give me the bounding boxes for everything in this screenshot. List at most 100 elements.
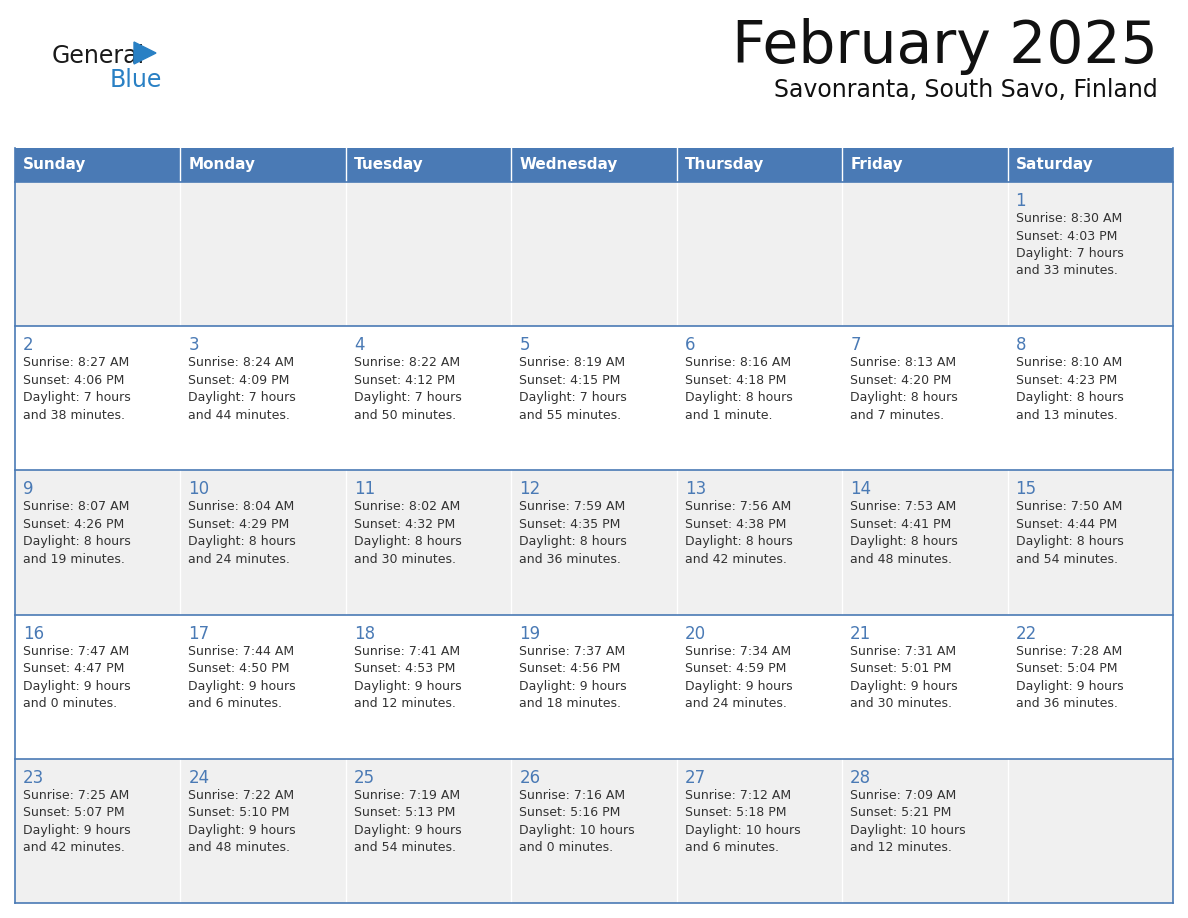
Bar xyxy=(1007,759,1173,903)
Text: Sunrise: 7:59 AM
Sunset: 4:35 PM
Daylight: 8 hours
and 36 minutes.: Sunrise: 7:59 AM Sunset: 4:35 PM Dayligh… xyxy=(519,500,627,565)
Text: Sunrise: 8:27 AM
Sunset: 4:06 PM
Daylight: 7 hours
and 38 minutes.: Sunrise: 8:27 AM Sunset: 4:06 PM Dayligh… xyxy=(23,356,131,421)
Bar xyxy=(842,182,1007,326)
Bar xyxy=(1007,326,1173,470)
Text: Sunrise: 7:44 AM
Sunset: 4:50 PM
Daylight: 9 hours
and 6 minutes.: Sunrise: 7:44 AM Sunset: 4:50 PM Dayligh… xyxy=(189,644,296,711)
Bar xyxy=(677,148,842,182)
Bar xyxy=(346,148,511,182)
Text: Blue: Blue xyxy=(110,68,163,92)
Text: Sunrise: 8:02 AM
Sunset: 4:32 PM
Daylight: 8 hours
and 30 minutes.: Sunrise: 8:02 AM Sunset: 4:32 PM Dayligh… xyxy=(354,500,462,565)
Text: 14: 14 xyxy=(851,480,871,498)
Bar xyxy=(15,326,181,470)
Text: Sunrise: 7:56 AM
Sunset: 4:38 PM
Daylight: 8 hours
and 42 minutes.: Sunrise: 7:56 AM Sunset: 4:38 PM Dayligh… xyxy=(684,500,792,565)
Text: 26: 26 xyxy=(519,768,541,787)
Bar xyxy=(15,470,181,614)
Bar xyxy=(181,326,346,470)
Bar xyxy=(842,326,1007,470)
Bar xyxy=(15,182,181,326)
Bar xyxy=(15,759,181,903)
Bar xyxy=(181,759,346,903)
Bar xyxy=(181,182,346,326)
Text: Tuesday: Tuesday xyxy=(354,158,424,173)
Text: 11: 11 xyxy=(354,480,375,498)
Bar xyxy=(1007,470,1173,614)
Bar xyxy=(15,614,181,759)
Text: Sunrise: 7:12 AM
Sunset: 5:18 PM
Daylight: 10 hours
and 6 minutes.: Sunrise: 7:12 AM Sunset: 5:18 PM Dayligh… xyxy=(684,789,801,855)
Text: Sunrise: 8:19 AM
Sunset: 4:15 PM
Daylight: 7 hours
and 55 minutes.: Sunrise: 8:19 AM Sunset: 4:15 PM Dayligh… xyxy=(519,356,627,421)
Bar xyxy=(511,326,677,470)
Text: Sunrise: 7:34 AM
Sunset: 4:59 PM
Daylight: 9 hours
and 24 minutes.: Sunrise: 7:34 AM Sunset: 4:59 PM Dayligh… xyxy=(684,644,792,711)
Bar xyxy=(511,470,677,614)
Text: Sunrise: 7:53 AM
Sunset: 4:41 PM
Daylight: 8 hours
and 48 minutes.: Sunrise: 7:53 AM Sunset: 4:41 PM Dayligh… xyxy=(851,500,958,565)
Text: Sunrise: 8:13 AM
Sunset: 4:20 PM
Daylight: 8 hours
and 7 minutes.: Sunrise: 8:13 AM Sunset: 4:20 PM Dayligh… xyxy=(851,356,958,421)
Text: 7: 7 xyxy=(851,336,860,354)
Bar xyxy=(511,148,677,182)
Text: Sunrise: 7:47 AM
Sunset: 4:47 PM
Daylight: 9 hours
and 0 minutes.: Sunrise: 7:47 AM Sunset: 4:47 PM Dayligh… xyxy=(23,644,131,711)
Bar xyxy=(842,148,1007,182)
Text: Sunrise: 8:10 AM
Sunset: 4:23 PM
Daylight: 8 hours
and 13 minutes.: Sunrise: 8:10 AM Sunset: 4:23 PM Dayligh… xyxy=(1016,356,1124,421)
Text: Saturday: Saturday xyxy=(1016,158,1093,173)
Text: Savonranta, South Savo, Finland: Savonranta, South Savo, Finland xyxy=(775,78,1158,102)
Text: 4: 4 xyxy=(354,336,365,354)
Text: Sunrise: 8:07 AM
Sunset: 4:26 PM
Daylight: 8 hours
and 19 minutes.: Sunrise: 8:07 AM Sunset: 4:26 PM Dayligh… xyxy=(23,500,131,565)
Text: February 2025: February 2025 xyxy=(732,18,1158,75)
Text: Sunrise: 7:22 AM
Sunset: 5:10 PM
Daylight: 9 hours
and 48 minutes.: Sunrise: 7:22 AM Sunset: 5:10 PM Dayligh… xyxy=(189,789,296,855)
Text: 16: 16 xyxy=(23,624,44,643)
Text: 21: 21 xyxy=(851,624,871,643)
Bar xyxy=(677,326,842,470)
Bar xyxy=(346,470,511,614)
Bar xyxy=(346,759,511,903)
Text: 6: 6 xyxy=(684,336,695,354)
Text: 8: 8 xyxy=(1016,336,1026,354)
Bar xyxy=(346,182,511,326)
Text: 22: 22 xyxy=(1016,624,1037,643)
Text: 12: 12 xyxy=(519,480,541,498)
Text: Sunrise: 7:31 AM
Sunset: 5:01 PM
Daylight: 9 hours
and 30 minutes.: Sunrise: 7:31 AM Sunset: 5:01 PM Dayligh… xyxy=(851,644,958,711)
Bar xyxy=(842,614,1007,759)
Bar xyxy=(15,148,181,182)
Text: 17: 17 xyxy=(189,624,209,643)
Text: 3: 3 xyxy=(189,336,200,354)
Text: 28: 28 xyxy=(851,768,871,787)
Text: 1: 1 xyxy=(1016,192,1026,210)
Bar xyxy=(511,614,677,759)
Text: 2: 2 xyxy=(23,336,33,354)
Bar xyxy=(677,614,842,759)
Bar xyxy=(1007,182,1173,326)
Text: 23: 23 xyxy=(23,768,44,787)
Text: Sunrise: 8:22 AM
Sunset: 4:12 PM
Daylight: 7 hours
and 50 minutes.: Sunrise: 8:22 AM Sunset: 4:12 PM Dayligh… xyxy=(354,356,462,421)
Text: Sunrise: 8:30 AM
Sunset: 4:03 PM
Daylight: 7 hours
and 33 minutes.: Sunrise: 8:30 AM Sunset: 4:03 PM Dayligh… xyxy=(1016,212,1124,277)
Text: 5: 5 xyxy=(519,336,530,354)
Text: Sunrise: 7:09 AM
Sunset: 5:21 PM
Daylight: 10 hours
and 12 minutes.: Sunrise: 7:09 AM Sunset: 5:21 PM Dayligh… xyxy=(851,789,966,855)
Text: 20: 20 xyxy=(684,624,706,643)
Text: Sunrise: 7:16 AM
Sunset: 5:16 PM
Daylight: 10 hours
and 0 minutes.: Sunrise: 7:16 AM Sunset: 5:16 PM Dayligh… xyxy=(519,789,634,855)
Text: Sunrise: 7:25 AM
Sunset: 5:07 PM
Daylight: 9 hours
and 42 minutes.: Sunrise: 7:25 AM Sunset: 5:07 PM Dayligh… xyxy=(23,789,131,855)
Text: 27: 27 xyxy=(684,768,706,787)
Bar xyxy=(511,182,677,326)
Text: Sunrise: 7:19 AM
Sunset: 5:13 PM
Daylight: 9 hours
and 54 minutes.: Sunrise: 7:19 AM Sunset: 5:13 PM Dayligh… xyxy=(354,789,461,855)
Text: 9: 9 xyxy=(23,480,33,498)
Bar xyxy=(346,326,511,470)
Text: 13: 13 xyxy=(684,480,706,498)
Text: Sunrise: 7:41 AM
Sunset: 4:53 PM
Daylight: 9 hours
and 12 minutes.: Sunrise: 7:41 AM Sunset: 4:53 PM Dayligh… xyxy=(354,644,461,711)
Text: 19: 19 xyxy=(519,624,541,643)
Bar xyxy=(511,759,677,903)
Text: Sunrise: 7:50 AM
Sunset: 4:44 PM
Daylight: 8 hours
and 54 minutes.: Sunrise: 7:50 AM Sunset: 4:44 PM Dayligh… xyxy=(1016,500,1124,565)
Text: 18: 18 xyxy=(354,624,375,643)
Text: Thursday: Thursday xyxy=(684,158,764,173)
Text: Sunrise: 8:16 AM
Sunset: 4:18 PM
Daylight: 8 hours
and 1 minute.: Sunrise: 8:16 AM Sunset: 4:18 PM Dayligh… xyxy=(684,356,792,421)
Text: Wednesday: Wednesday xyxy=(519,158,618,173)
Bar xyxy=(181,148,346,182)
Text: Sunday: Sunday xyxy=(23,158,87,173)
Text: 24: 24 xyxy=(189,768,209,787)
Text: Sunrise: 8:24 AM
Sunset: 4:09 PM
Daylight: 7 hours
and 44 minutes.: Sunrise: 8:24 AM Sunset: 4:09 PM Dayligh… xyxy=(189,356,296,421)
Bar xyxy=(842,759,1007,903)
Bar xyxy=(677,759,842,903)
Bar xyxy=(1007,614,1173,759)
Bar xyxy=(677,470,842,614)
Text: Sunrise: 7:28 AM
Sunset: 5:04 PM
Daylight: 9 hours
and 36 minutes.: Sunrise: 7:28 AM Sunset: 5:04 PM Dayligh… xyxy=(1016,644,1123,711)
Text: Sunrise: 7:37 AM
Sunset: 4:56 PM
Daylight: 9 hours
and 18 minutes.: Sunrise: 7:37 AM Sunset: 4:56 PM Dayligh… xyxy=(519,644,627,711)
Polygon shape xyxy=(134,42,156,64)
Text: 15: 15 xyxy=(1016,480,1037,498)
Bar xyxy=(842,470,1007,614)
Text: 10: 10 xyxy=(189,480,209,498)
